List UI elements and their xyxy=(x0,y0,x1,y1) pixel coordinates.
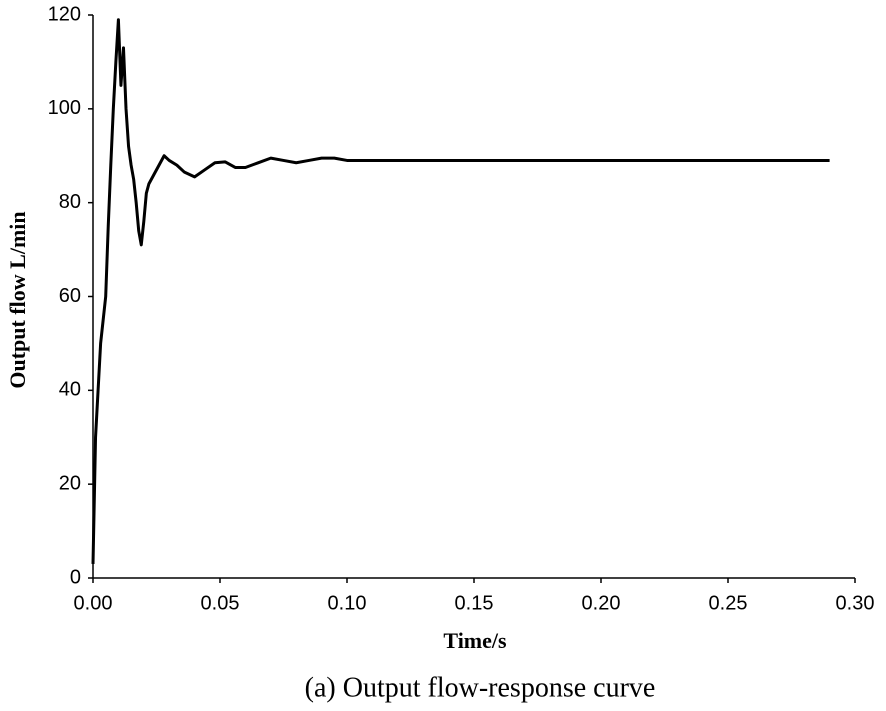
x-tick-label: 0.10 xyxy=(328,592,367,614)
x-tick-label: 0.30 xyxy=(836,592,875,614)
y-tick-label: 100 xyxy=(48,97,81,119)
x-tick-label: 0.25 xyxy=(709,592,748,614)
y-tick-label: 0 xyxy=(70,566,81,588)
y-tick-label: 20 xyxy=(59,472,81,494)
y-tick-label: 40 xyxy=(59,379,81,401)
y-tick-label: 60 xyxy=(59,285,81,307)
x-tick-label: 0.00 xyxy=(74,592,113,614)
y-tick-label: 120 xyxy=(48,3,81,25)
x-axis-label: Time/s xyxy=(443,628,507,653)
x-tick-label: 0.05 xyxy=(201,592,240,614)
caption: (a) Output flow-response curve xyxy=(305,672,656,703)
x-tick-label: 0.15 xyxy=(455,592,494,614)
data-line xyxy=(91,18,830,564)
x-tick-label: 0.20 xyxy=(582,592,621,614)
y-axis-label: Output flow L/min xyxy=(5,211,30,388)
y-tick-label: 80 xyxy=(59,191,81,213)
